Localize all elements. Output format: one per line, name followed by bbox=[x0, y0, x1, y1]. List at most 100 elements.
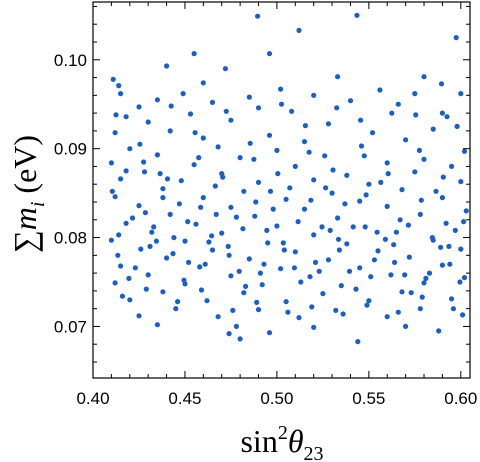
data-point bbox=[439, 110, 445, 116]
data-point bbox=[274, 147, 280, 153]
data-point bbox=[230, 307, 236, 313]
data-point bbox=[266, 132, 273, 138]
data-point bbox=[439, 195, 445, 201]
data-point bbox=[149, 229, 155, 235]
data-point bbox=[265, 240, 271, 246]
data-point bbox=[436, 328, 442, 334]
data-point bbox=[138, 246, 144, 252]
data-point bbox=[395, 101, 401, 107]
data-point bbox=[278, 266, 284, 272]
data-point bbox=[167, 128, 173, 134]
data-point bbox=[255, 105, 262, 111]
data-point bbox=[215, 314, 221, 320]
data-point bbox=[291, 265, 297, 271]
data-point bbox=[252, 213, 258, 219]
data-point bbox=[308, 197, 314, 203]
data-point bbox=[123, 220, 129, 226]
data-point bbox=[200, 80, 206, 86]
data-point bbox=[335, 236, 342, 242]
data-point bbox=[426, 270, 433, 276]
data-point bbox=[145, 119, 151, 125]
data-point bbox=[357, 198, 363, 204]
data-point bbox=[338, 283, 344, 289]
data-point bbox=[333, 307, 339, 313]
data-point bbox=[406, 254, 412, 260]
data-point bbox=[198, 287, 205, 293]
data-point bbox=[145, 272, 151, 278]
data-point bbox=[136, 313, 142, 319]
data-point bbox=[353, 286, 359, 292]
data-point bbox=[180, 91, 186, 97]
data-point bbox=[213, 211, 219, 217]
data-point bbox=[192, 130, 198, 136]
data-point bbox=[412, 91, 418, 97]
data-point bbox=[371, 257, 377, 263]
data-point bbox=[453, 35, 459, 41]
data-point bbox=[408, 290, 414, 296]
data-point bbox=[175, 299, 181, 305]
data-point bbox=[209, 99, 216, 105]
data-point bbox=[119, 293, 125, 299]
data-point bbox=[110, 76, 116, 82]
data-point bbox=[118, 176, 124, 182]
data-point bbox=[452, 227, 458, 233]
data-point bbox=[108, 160, 114, 166]
y-tick-label: 0.10 bbox=[54, 51, 87, 70]
data-point bbox=[283, 299, 289, 305]
x-axis-ticks: 0.40 0.45 0.50 0.55 0.60 bbox=[76, 2, 477, 408]
data-point bbox=[220, 174, 226, 180]
data-point bbox=[178, 178, 184, 184]
data-point bbox=[433, 188, 439, 194]
data-point bbox=[391, 242, 397, 248]
data-point bbox=[223, 108, 229, 114]
data-point bbox=[384, 203, 390, 209]
y-axis-title: ∑mi (eV) bbox=[7, 135, 49, 253]
data-point bbox=[385, 171, 391, 177]
data-point bbox=[255, 179, 262, 185]
data-point bbox=[440, 174, 446, 180]
data-point bbox=[129, 215, 136, 221]
data-point bbox=[438, 244, 444, 250]
data-point bbox=[209, 247, 216, 253]
data-point bbox=[109, 188, 115, 194]
data-point bbox=[421, 156, 427, 162]
data-point bbox=[449, 163, 455, 169]
data-point bbox=[364, 302, 370, 308]
data-point bbox=[112, 194, 118, 200]
data-point bbox=[307, 274, 313, 280]
data-point bbox=[450, 306, 456, 312]
data-point bbox=[312, 259, 319, 265]
data-point bbox=[430, 126, 436, 132]
x-tick-label: 0.50 bbox=[260, 389, 293, 408]
data-point bbox=[335, 74, 341, 80]
data-point bbox=[283, 196, 289, 202]
data-point bbox=[298, 279, 304, 285]
data-point bbox=[164, 176, 171, 182]
data-point bbox=[266, 51, 273, 57]
data-point bbox=[354, 12, 360, 18]
data-point bbox=[123, 114, 129, 120]
data-point bbox=[255, 307, 262, 313]
data-point bbox=[233, 323, 239, 329]
data-point bbox=[296, 27, 302, 33]
data-point bbox=[366, 181, 372, 187]
x-tick-label: 0.45 bbox=[168, 389, 201, 408]
data-point bbox=[243, 283, 249, 289]
data-point bbox=[316, 268, 322, 274]
data-point bbox=[246, 256, 252, 262]
data-point bbox=[275, 171, 281, 177]
data-point bbox=[444, 114, 450, 120]
data-point bbox=[241, 188, 247, 194]
data-point bbox=[126, 275, 132, 281]
data-point bbox=[449, 296, 455, 302]
data-point bbox=[287, 185, 293, 191]
x-tick-label: 0.60 bbox=[444, 389, 477, 408]
data-point bbox=[253, 199, 259, 205]
data-point bbox=[278, 101, 285, 107]
data-point bbox=[254, 299, 260, 305]
data-point bbox=[173, 306, 179, 312]
data-point bbox=[246, 94, 252, 100]
data-point bbox=[118, 263, 124, 269]
data-point bbox=[147, 243, 153, 249]
data-point bbox=[446, 243, 452, 249]
